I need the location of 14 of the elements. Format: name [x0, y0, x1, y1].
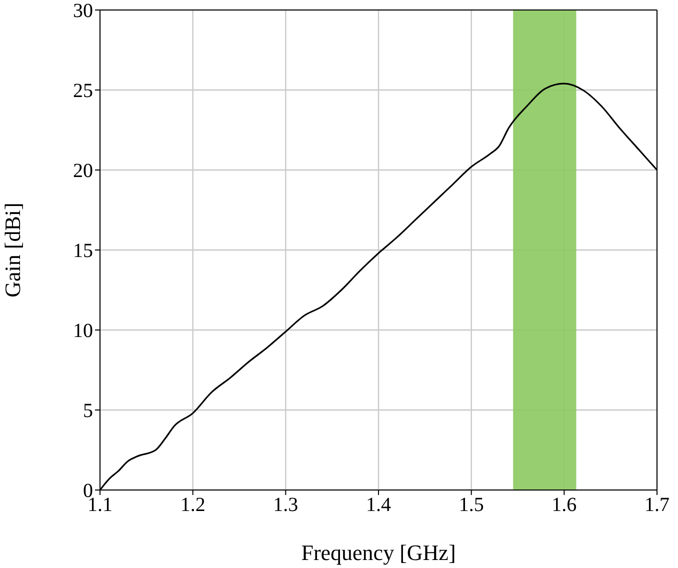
x-tick-label: 1.3	[273, 494, 298, 516]
x-tick-label: 1.2	[180, 494, 206, 516]
y-tick-label: 10	[73, 320, 93, 342]
y-tick-label: 5	[83, 400, 93, 422]
y-tick-label: 25	[73, 80, 93, 102]
y-tick-label: 30	[73, 0, 93, 22]
y-tick-label: 20	[73, 160, 93, 182]
x-tick-label: 1.7	[644, 494, 670, 516]
x-tick-label: 1.4	[366, 494, 391, 516]
x-axis-title: Frequency [GHz]	[301, 540, 456, 565]
y-axis-title: Gain [dBi]	[0, 202, 25, 298]
x-tick-label: 1.6	[552, 494, 577, 516]
y-tick-label: 15	[73, 240, 93, 262]
x-tick-label: 1.5	[458, 494, 484, 516]
